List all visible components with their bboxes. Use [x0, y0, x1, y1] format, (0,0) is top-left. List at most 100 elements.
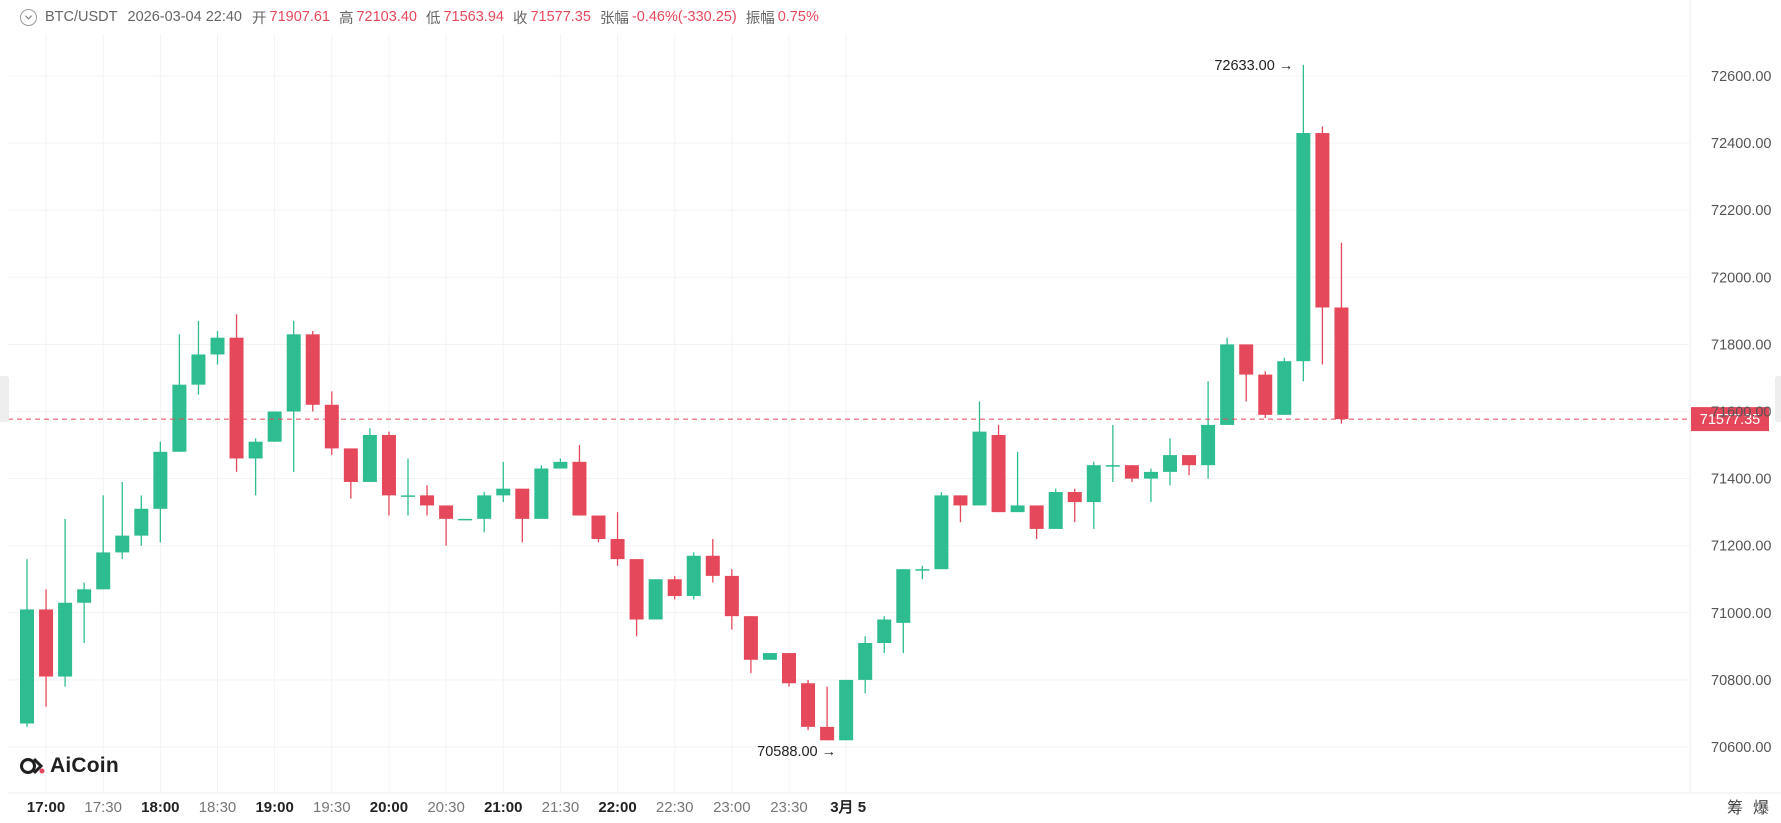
candle: [1315, 126, 1330, 365]
right-collapse-handle[interactable]: [1775, 376, 1781, 422]
candle: [1010, 451, 1025, 513]
x-tick-label: 20:30: [427, 799, 465, 816]
x-tick-label: 21:00: [484, 799, 522, 816]
candle-body: [648, 579, 663, 620]
candle-body: [1334, 307, 1349, 420]
aicoin-logo-icon: [20, 757, 45, 775]
high-annotation: 72633.00 →: [1214, 58, 1293, 74]
candle-body: [1277, 361, 1292, 415]
candle-body: [381, 434, 396, 496]
candle: [420, 485, 435, 516]
y-tick-label: 71000.00: [1711, 606, 1771, 622]
candle: [381, 431, 396, 516]
left-collapse-handle[interactable]: [0, 376, 9, 422]
candle: [915, 565, 930, 580]
candle: [972, 401, 987, 506]
candle: [1143, 468, 1158, 503]
candle: [515, 488, 530, 543]
candle: [648, 579, 663, 620]
candle-body: [439, 505, 454, 519]
candle: [610, 512, 625, 566]
candle: [134, 495, 149, 546]
candle: [267, 411, 282, 442]
y-tick-label: 72400.00: [1711, 136, 1771, 152]
low-label: 低: [425, 10, 441, 27]
candle: [153, 441, 168, 543]
candle-body: [1029, 505, 1044, 529]
chevron-down-icon: [24, 14, 33, 20]
candle-body: [858, 642, 873, 680]
candle: [724, 569, 739, 630]
candle-body: [839, 679, 854, 741]
candle: [229, 314, 244, 472]
candle: [801, 679, 816, 731]
candle: [39, 589, 54, 707]
candle: [496, 461, 511, 503]
candle-body: [401, 495, 415, 497]
candle: [667, 575, 682, 600]
low-value: 71563.94: [443, 9, 504, 25]
candle: [324, 391, 339, 456]
candle-body: [1105, 465, 1120, 467]
candle: [686, 552, 701, 600]
candle: [115, 481, 130, 560]
high-value: 72103.40: [356, 9, 417, 25]
candle-body: [172, 384, 187, 452]
candle-body: [1124, 465, 1139, 479]
x-axis: 17:00 17:30 18:00 18:30 19:00 19:30 20:00 20:30…: [8, 792, 1781, 816]
candle: [1334, 242, 1349, 424]
candle: [991, 424, 1006, 513]
candle-body: [1201, 424, 1216, 466]
y-tick-label: 71800.00: [1711, 337, 1771, 353]
candle-body: [1220, 344, 1235, 425]
candle-body: [743, 616, 758, 660]
candle: [1296, 64, 1311, 382]
candle: [362, 428, 377, 482]
x-tick-label: 20:00: [370, 799, 408, 816]
candle: [1277, 357, 1292, 415]
candle: [839, 679, 854, 741]
candle-body: [115, 535, 130, 553]
current-price-line: 71577.35: [8, 407, 1769, 432]
candle: [477, 492, 492, 533]
candle-body: [782, 653, 796, 684]
candle-body: [534, 468, 549, 519]
candle-body: [1258, 374, 1273, 415]
candle-body: [77, 589, 92, 603]
candle: [210, 330, 225, 365]
candle-body: [267, 411, 282, 442]
liquidation-button[interactable]: 爆: [1753, 800, 1770, 817]
candle: [553, 458, 568, 469]
candle-body: [553, 461, 568, 469]
candle: [1258, 371, 1273, 419]
candle-body: [153, 451, 168, 509]
candle: [439, 505, 454, 546]
candle: [1067, 488, 1082, 523]
candle-body: [629, 559, 644, 620]
candle: [1048, 488, 1063, 529]
candle: [782, 653, 796, 687]
candle: [191, 320, 206, 395]
chip-distribution-button[interactable]: 筹: [1727, 800, 1744, 817]
candle: [934, 492, 949, 570]
y-tick-label: 72600.00: [1711, 69, 1771, 85]
open-value: 71907.61: [269, 9, 330, 25]
x-tick-label: 19:30: [313, 799, 351, 816]
candle: [705, 538, 720, 583]
x-tick-label: 22:30: [656, 799, 694, 816]
candle-body: [1296, 133, 1311, 362]
symbol-label: BTC/USDT: [45, 9, 118, 25]
candle: [820, 686, 835, 741]
change-label: 张幅: [599, 10, 629, 27]
candle: [534, 465, 549, 519]
candle: [286, 320, 301, 472]
candle-body: [96, 552, 111, 590]
candle-body: [724, 575, 739, 617]
x-tick-label: 18:30: [199, 799, 237, 816]
collapse-toggle-button[interactable]: [20, 8, 37, 26]
candle-body: [58, 602, 73, 677]
candle: [1086, 461, 1101, 529]
candle-body: [572, 461, 587, 516]
candle: [629, 559, 644, 637]
